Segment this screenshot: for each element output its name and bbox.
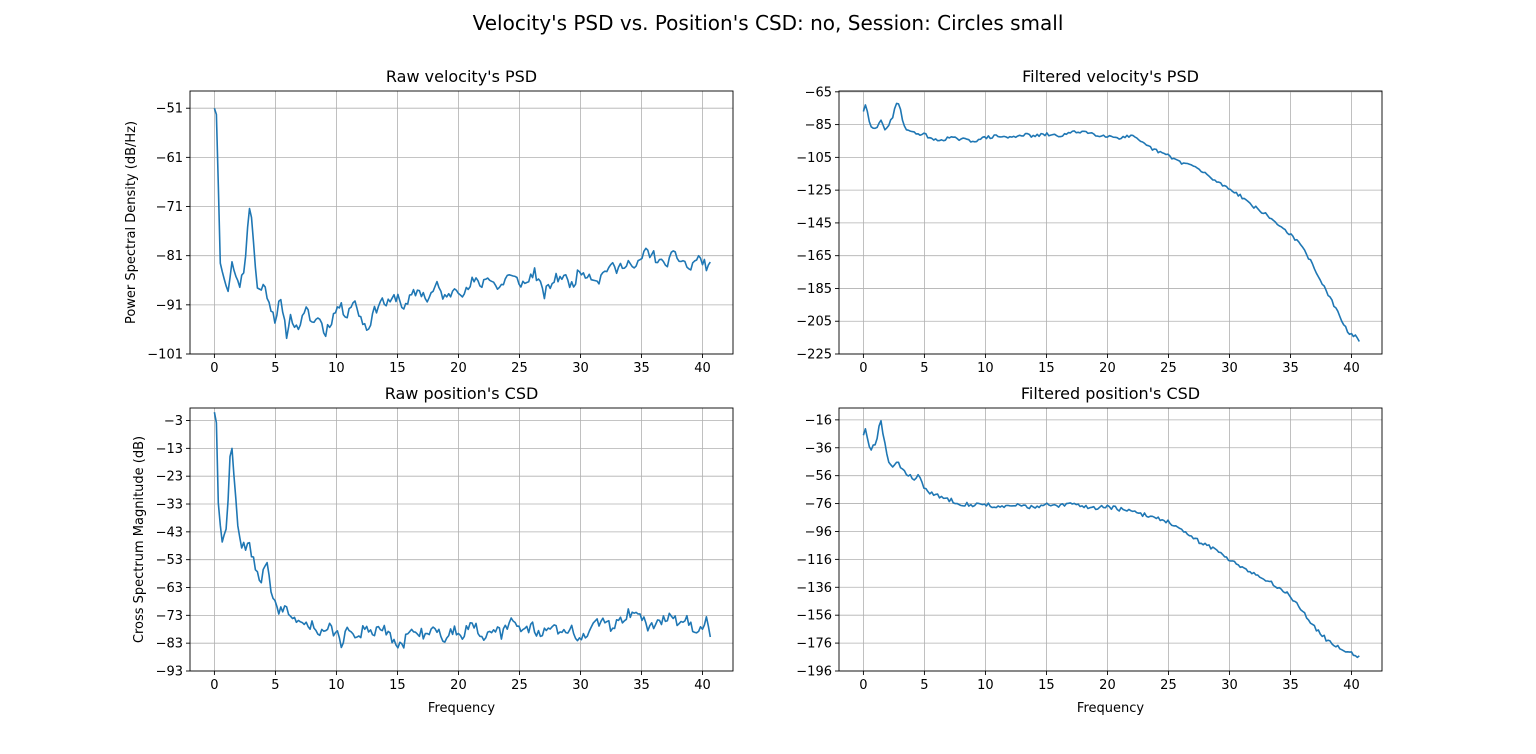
x-tick-label: 10 xyxy=(977,678,994,693)
chart-raw-position-csd: Raw position's CSD 0 5 10 15 20 25 30 35 40 −93 −8… xyxy=(132,384,734,716)
chart-filtered-velocity-psd: Filtered velocity's PSD 0 5 10 15 20 25 30 35 40… xyxy=(796,67,1383,376)
y-tick-label: −196 xyxy=(796,665,832,680)
series-line xyxy=(213,412,712,649)
chart-title: Raw position's CSD xyxy=(385,384,539,403)
series-line xyxy=(862,102,1360,342)
y-tick-label: −33 xyxy=(156,498,183,513)
plot-area: 0 5 10 15 20 25 30 35 40 −225 −205 −185 −165 −145 −125… xyxy=(796,85,1383,376)
x-tick-label: 10 xyxy=(328,678,345,693)
axes-frame xyxy=(838,407,1383,672)
x-tick-label: 10 xyxy=(977,361,994,376)
y-tick-label: −83 xyxy=(156,637,183,652)
y-tick-label: −105 xyxy=(796,151,832,166)
y-tick-label: −185 xyxy=(796,282,832,297)
y-tick-label: −91 xyxy=(156,298,183,313)
x-tick-label: 30 xyxy=(1221,361,1238,376)
x-tick-label: 40 xyxy=(1343,361,1360,376)
x-tick-label: 10 xyxy=(328,361,345,376)
x-tick-label: 35 xyxy=(633,678,650,693)
x-tick-label: 30 xyxy=(572,678,589,693)
x-tick-label: 5 xyxy=(920,678,928,693)
x-tick-label: 40 xyxy=(1343,678,1360,693)
x-tick-label: 15 xyxy=(389,361,406,376)
x-tick-label: 20 xyxy=(1099,361,1116,376)
x-tick-label: 30 xyxy=(1221,678,1238,693)
chart-filtered-position-csd: Filtered position's CSD 0 5 10 15 20 25 30 35 40… xyxy=(796,384,1383,716)
x-tick-label: 5 xyxy=(920,361,928,376)
y-tick-label: −136 xyxy=(796,581,832,596)
x-tick-label: 35 xyxy=(1282,678,1299,693)
y-tick-label: −101 xyxy=(147,348,183,363)
y-tick-label: −145 xyxy=(796,216,832,231)
x-tick-label: 5 xyxy=(271,361,279,376)
plot-area: 0 5 10 15 20 25 30 35 40 −101 −91 −81 −71 −61 −51 xyxy=(147,90,734,376)
x-tick-label: 25 xyxy=(511,678,528,693)
x-tick-label: 25 xyxy=(1160,678,1177,693)
x-tick-label: 0 xyxy=(210,361,218,376)
x-tick-label: 20 xyxy=(450,361,467,376)
chart-title: Filtered velocity's PSD xyxy=(1022,67,1199,86)
plot-area: 0 5 10 15 20 25 30 35 40 −196 −176 −156 −136 −116 −96 −… xyxy=(796,407,1383,693)
chart-title: Raw velocity's PSD xyxy=(386,67,537,86)
y-tick-label: −56 xyxy=(805,469,832,484)
y-tick-label: −156 xyxy=(796,609,832,624)
series-line xyxy=(213,107,711,340)
x-tick-label: 40 xyxy=(694,361,711,376)
x-tick-label: 30 xyxy=(572,361,589,376)
y-tick-label: −125 xyxy=(796,184,832,199)
y-tick-label: −116 xyxy=(796,553,832,568)
series-line xyxy=(862,419,1360,659)
y-tick-label: −53 xyxy=(156,553,183,568)
y-axis-label: Cross Spectrum Magnitude (dB) xyxy=(132,436,147,643)
y-tick-label: −13 xyxy=(156,442,183,457)
y-tick-label: −85 xyxy=(805,118,832,133)
y-tick-label: −205 xyxy=(796,315,832,330)
x-tick-label: 35 xyxy=(1282,361,1299,376)
y-tick-label: −51 xyxy=(156,102,183,117)
y-tick-label: −225 xyxy=(796,348,832,363)
axes-frame xyxy=(838,90,1383,355)
x-tick-label: 25 xyxy=(511,361,528,376)
y-tick-label: −81 xyxy=(156,249,183,264)
y-tick-label: −176 xyxy=(796,637,832,652)
axes-frame xyxy=(189,407,734,672)
chart-title: Filtered position's CSD xyxy=(1021,384,1200,403)
y-tick-label: −36 xyxy=(805,441,832,456)
x-tick-label: 15 xyxy=(1038,678,1055,693)
y-tick-label: −16 xyxy=(805,413,832,428)
x-tick-label: 25 xyxy=(1160,361,1177,376)
y-tick-label: −43 xyxy=(156,525,183,540)
y-tick-label: −3 xyxy=(164,414,183,429)
y-tick-label: −96 xyxy=(805,525,832,540)
y-tick-label: −76 xyxy=(805,497,832,512)
chart-raw-velocity-psd: Raw velocity's PSD 0 5 10 15 20 25 30 35 40 −101 −… xyxy=(124,67,734,376)
x-axis-label: Frequency xyxy=(428,701,495,716)
x-tick-label: 0 xyxy=(859,678,867,693)
y-tick-label: −63 xyxy=(156,581,183,596)
x-axis-label: Frequency xyxy=(1077,701,1144,716)
y-tick-label: −61 xyxy=(156,151,183,166)
x-tick-label: 0 xyxy=(859,361,867,376)
y-tick-label: −65 xyxy=(805,85,832,100)
x-tick-label: 35 xyxy=(633,361,650,376)
y-tick-label: −93 xyxy=(156,665,183,680)
x-tick-label: 20 xyxy=(450,678,467,693)
x-tick-label: 40 xyxy=(694,678,711,693)
plot-area: 0 5 10 15 20 25 30 35 40 −93 −83 −73 −63 −53 −43 −33 −23… xyxy=(156,407,734,693)
figure-title: Velocity's PSD vs. Position's CSD: no, S… xyxy=(473,11,1064,35)
x-tick-label: 15 xyxy=(389,678,406,693)
y-tick-label: −73 xyxy=(156,609,183,624)
x-tick-label: 0 xyxy=(210,678,218,693)
x-tick-label: 15 xyxy=(1038,361,1055,376)
y-axis-label: Power Spectral Density (dB/Hz) xyxy=(124,121,139,324)
y-tick-label: −23 xyxy=(156,470,183,485)
x-tick-label: 20 xyxy=(1099,678,1116,693)
y-tick-label: −71 xyxy=(156,200,183,215)
y-tick-label: −165 xyxy=(796,249,832,264)
x-tick-label: 5 xyxy=(271,678,279,693)
axes-frame xyxy=(189,90,734,355)
